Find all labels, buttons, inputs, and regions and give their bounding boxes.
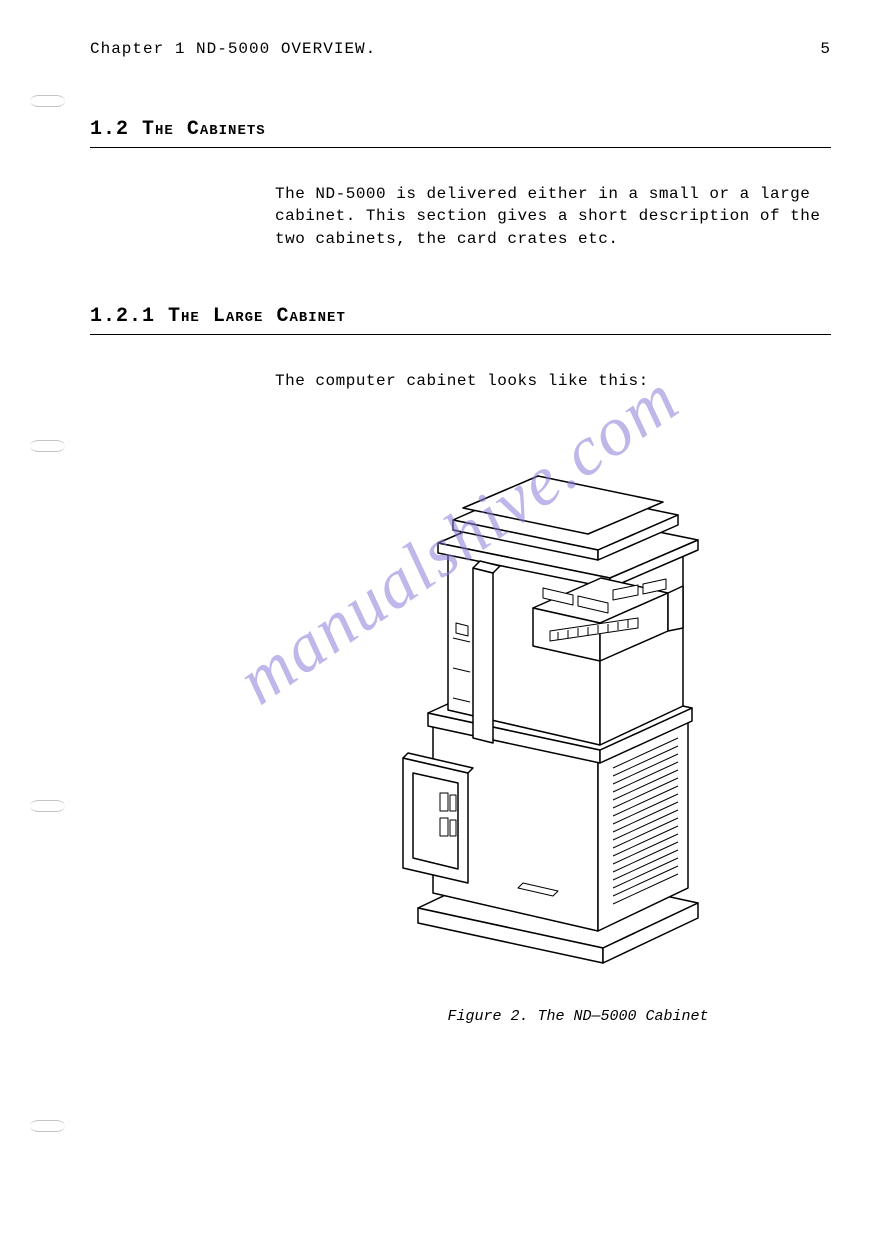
chapter-label: Chapter 1 ND-5000 OVERVIEW. [90,40,376,58]
binding-hole-mark [30,800,65,812]
section-title: The Cabinets [142,118,266,141]
section-heading-1-2: 1.2 The Cabinets [90,118,831,148]
figure-container: Figure 2. The ND—5000 Cabinet [275,448,831,1025]
section-1-2-1-body: The computer cabinet looks like this: [275,370,831,392]
subsection-title: The Large Cabinet [168,305,346,328]
cabinet-illustration [378,448,728,968]
binding-hole-mark [30,95,65,107]
page-header: Chapter 1 ND-5000 OVERVIEW. 5 [90,40,831,58]
page-number: 5 [820,40,831,58]
section-1-2-body: The ND-5000 is delivered either in a sma… [275,183,831,250]
figure-caption: Figure 2. The ND—5000 Cabinet [325,1008,831,1025]
subsection-number: 1.2.1 [90,305,155,328]
binding-hole-mark [30,1120,65,1132]
binding-hole-mark [30,440,65,452]
section-number: 1.2 [90,118,129,141]
subsection-heading-1-2-1: 1.2.1 The Large Cabinet [90,305,831,335]
